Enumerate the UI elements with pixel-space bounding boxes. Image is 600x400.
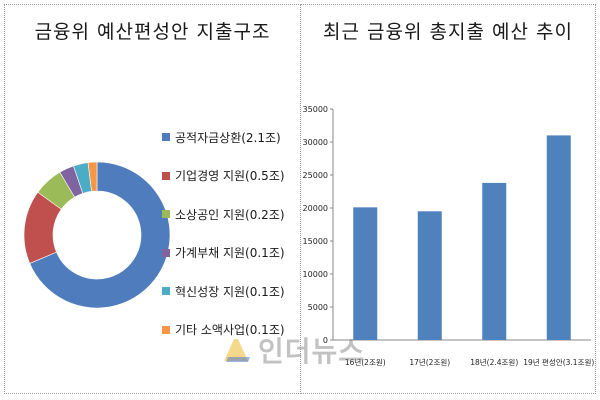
bar bbox=[353, 207, 378, 340]
bar bbox=[546, 135, 571, 340]
y-tick-label: 10000 bbox=[303, 270, 328, 279]
legend-swatch bbox=[162, 133, 170, 141]
legend-label: 기업경영 지원(0.5조) bbox=[175, 169, 285, 184]
y-tick-label: 15000 bbox=[303, 237, 328, 246]
pie-chart-title: 금융위 예산편성안 지출구조 bbox=[34, 21, 271, 43]
x-tick-label: 17년(2조원) bbox=[409, 357, 450, 367]
bar bbox=[417, 211, 442, 340]
y-tick-label: 25000 bbox=[303, 171, 328, 180]
legend-swatch bbox=[162, 210, 170, 219]
bar-chart-title: 최근 금융위 총지출 예산 추이 bbox=[323, 21, 573, 43]
x-tick-label: 19년 편성안(3.1조원) bbox=[523, 357, 594, 367]
y-tick-label: 20000 bbox=[303, 204, 328, 213]
x-tick-label: 18년(2.4조원) bbox=[470, 357, 518, 367]
legend-label: 공적자금상환(2.1조) bbox=[175, 130, 281, 145]
legend-item: 혁신성장 지원(0.1조) bbox=[162, 281, 300, 301]
legend-label: 혁신성장 지원(0.1조) bbox=[175, 284, 285, 299]
legend-label: 기타 소액사업(0.1조) bbox=[175, 323, 285, 338]
legend-item: 소상공인 지원(0.2조) bbox=[162, 204, 300, 224]
pie-chart-panel: 금융위 예산편성안 지출구조 공적자금상환(2.1조) 기업경영 지원(0.5조)… bbox=[4, 4, 301, 394]
legend-swatch bbox=[162, 287, 170, 296]
legend-swatch bbox=[162, 171, 170, 180]
bar-chart-panel: 최근 금융위 총지출 예산 추이 0 5000 10000 15000 20000 250… bbox=[300, 4, 596, 394]
legend-swatch bbox=[162, 248, 170, 257]
legend-label: 가계부채 지원(0.1조) bbox=[175, 246, 285, 261]
y-tick-label: 35000 bbox=[303, 105, 328, 114]
y-tick-label: 0 bbox=[323, 336, 328, 345]
legend-item: 공적자금상환(2.1조) bbox=[162, 127, 300, 147]
pie-chart bbox=[23, 161, 171, 309]
x-tick-label: 16년(2조원) bbox=[345, 357, 386, 367]
y-tick-label: 5000 bbox=[308, 303, 328, 312]
legend-label: 소상공인 지원(0.2조) bbox=[175, 207, 285, 222]
bar bbox=[482, 182, 507, 340]
pie-slice bbox=[87, 161, 98, 192]
legend-item: 기업경영 지원(0.5조) bbox=[162, 166, 300, 186]
pie-legend: 공적자금상환(2.1조) 기업경영 지원(0.5조) 소상공인 지원(0.2조) 가계… bbox=[162, 127, 300, 359]
bar-chart: 0 5000 10000 15000 20000 25000 30000 35000 16년(2… bbox=[303, 105, 595, 367]
legend-item: 기타 소액사업(0.1조) bbox=[162, 320, 300, 340]
legend-swatch bbox=[162, 325, 170, 334]
y-tick-label: 30000 bbox=[303, 138, 328, 147]
legend-item: 가계부채 지원(0.1조) bbox=[162, 243, 300, 263]
